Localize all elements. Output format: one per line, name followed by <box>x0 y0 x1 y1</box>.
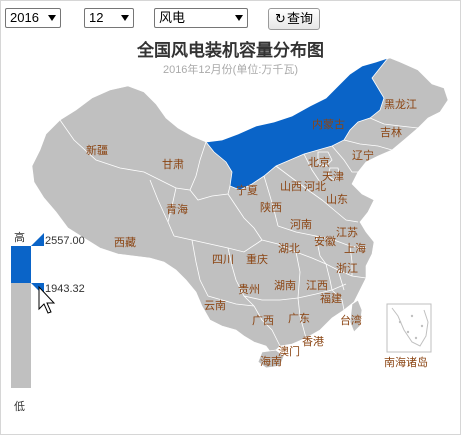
label-qinghai: 青海 <box>166 202 188 216</box>
year-select[interactable]: 2016 <box>5 8 61 28</box>
label-henan: 河南 <box>290 218 312 231</box>
province-tianjin-shape[interactable] <box>327 167 341 181</box>
chevron-down-icon <box>235 15 243 21</box>
nanhai-inset-box <box>386 303 432 353</box>
legend-selected-range[interactable] <box>11 246 31 283</box>
province-taiwan-shape[interactable] <box>349 299 363 333</box>
year-select-value: 2016 <box>10 10 39 25</box>
label-ningxia: 宁夏 <box>236 183 258 197</box>
label-hunan: 湖南 <box>274 279 296 292</box>
nanhai-islands-dots <box>398 314 424 340</box>
label-nanhai: 南海诸岛 <box>384 355 428 369</box>
label-guizhou: 贵州 <box>238 283 260 296</box>
label-shanghai: 上海 <box>344 241 366 255</box>
legend-max-value: 2557.00 <box>45 235 85 247</box>
label-jiangxi: 江西 <box>306 279 328 292</box>
chart-title: 全国风电装机容量分布图 <box>137 41 324 60</box>
label-tianjin: 天津 <box>322 170 344 183</box>
legend-min-value: 1943.32 <box>45 283 85 295</box>
label-liaoning: 辽宁 <box>352 148 374 162</box>
label-chongqing: 重庆 <box>246 252 268 266</box>
legend-high-label: 高 <box>14 232 25 244</box>
label-shaanxi: 陕西 <box>260 200 282 214</box>
label-yunnan: 云南 <box>204 299 226 312</box>
label-gansu: 甘肃 <box>162 158 184 171</box>
label-shandong: 山东 <box>326 193 348 206</box>
label-guangdong: 广东 <box>288 312 310 325</box>
label-neimenggu: 内蒙古 <box>312 117 345 131</box>
label-guangxi: 广西 <box>252 314 274 327</box>
province-hainan-shape[interactable] <box>257 349 285 369</box>
label-xianggang: 香港 <box>302 335 324 348</box>
energy-type-select[interactable]: 风电 <box>154 8 248 28</box>
label-hainan: 海南 <box>260 354 282 368</box>
chart-subtitle: 2016年12月份(单位:万千瓦) <box>162 64 299 76</box>
label-sichuan: 四川 <box>212 254 234 266</box>
month-select-value: 12 <box>89 10 104 25</box>
query-button[interactable]: ↻查询 <box>268 8 320 30</box>
label-xinjiang: 新疆 <box>86 143 108 157</box>
label-beijing: 北京 <box>308 155 330 169</box>
province-beijing-shape[interactable] <box>317 151 333 167</box>
month-select[interactable]: 12 <box>84 8 134 28</box>
nanhai-islands-outline <box>391 307 429 347</box>
label-heilongjiang: 黑龙江 <box>384 98 417 111</box>
chevron-down-icon <box>48 15 56 21</box>
query-button-label: 查询 <box>286 11 313 26</box>
label-jiangsu: 江苏 <box>336 226 358 239</box>
label-taiwan: 台湾 <box>340 313 362 327</box>
energy-type-select-value: 风电 <box>159 10 186 25</box>
province-borders <box>59 117 419 347</box>
label-hebei: 河北 <box>304 180 326 193</box>
label-shanxi: 山西 <box>280 180 302 193</box>
province-neimenggu-shape[interactable] <box>205 57 390 191</box>
label-aomen: 澳门 <box>278 344 300 358</box>
label-fujian: 福建 <box>320 291 342 305</box>
legend-low-label: 低 <box>14 401 25 413</box>
label-zhejiang: 浙江 <box>336 262 358 275</box>
label-xizang: 西藏 <box>114 236 136 249</box>
label-jilin: 吉林 <box>380 125 402 139</box>
chevron-down-icon <box>121 15 129 21</box>
label-hubei: 湖北 <box>278 242 300 255</box>
label-anhui: 安徽 <box>314 234 336 248</box>
refresh-icon: ↻ <box>275 11 286 26</box>
